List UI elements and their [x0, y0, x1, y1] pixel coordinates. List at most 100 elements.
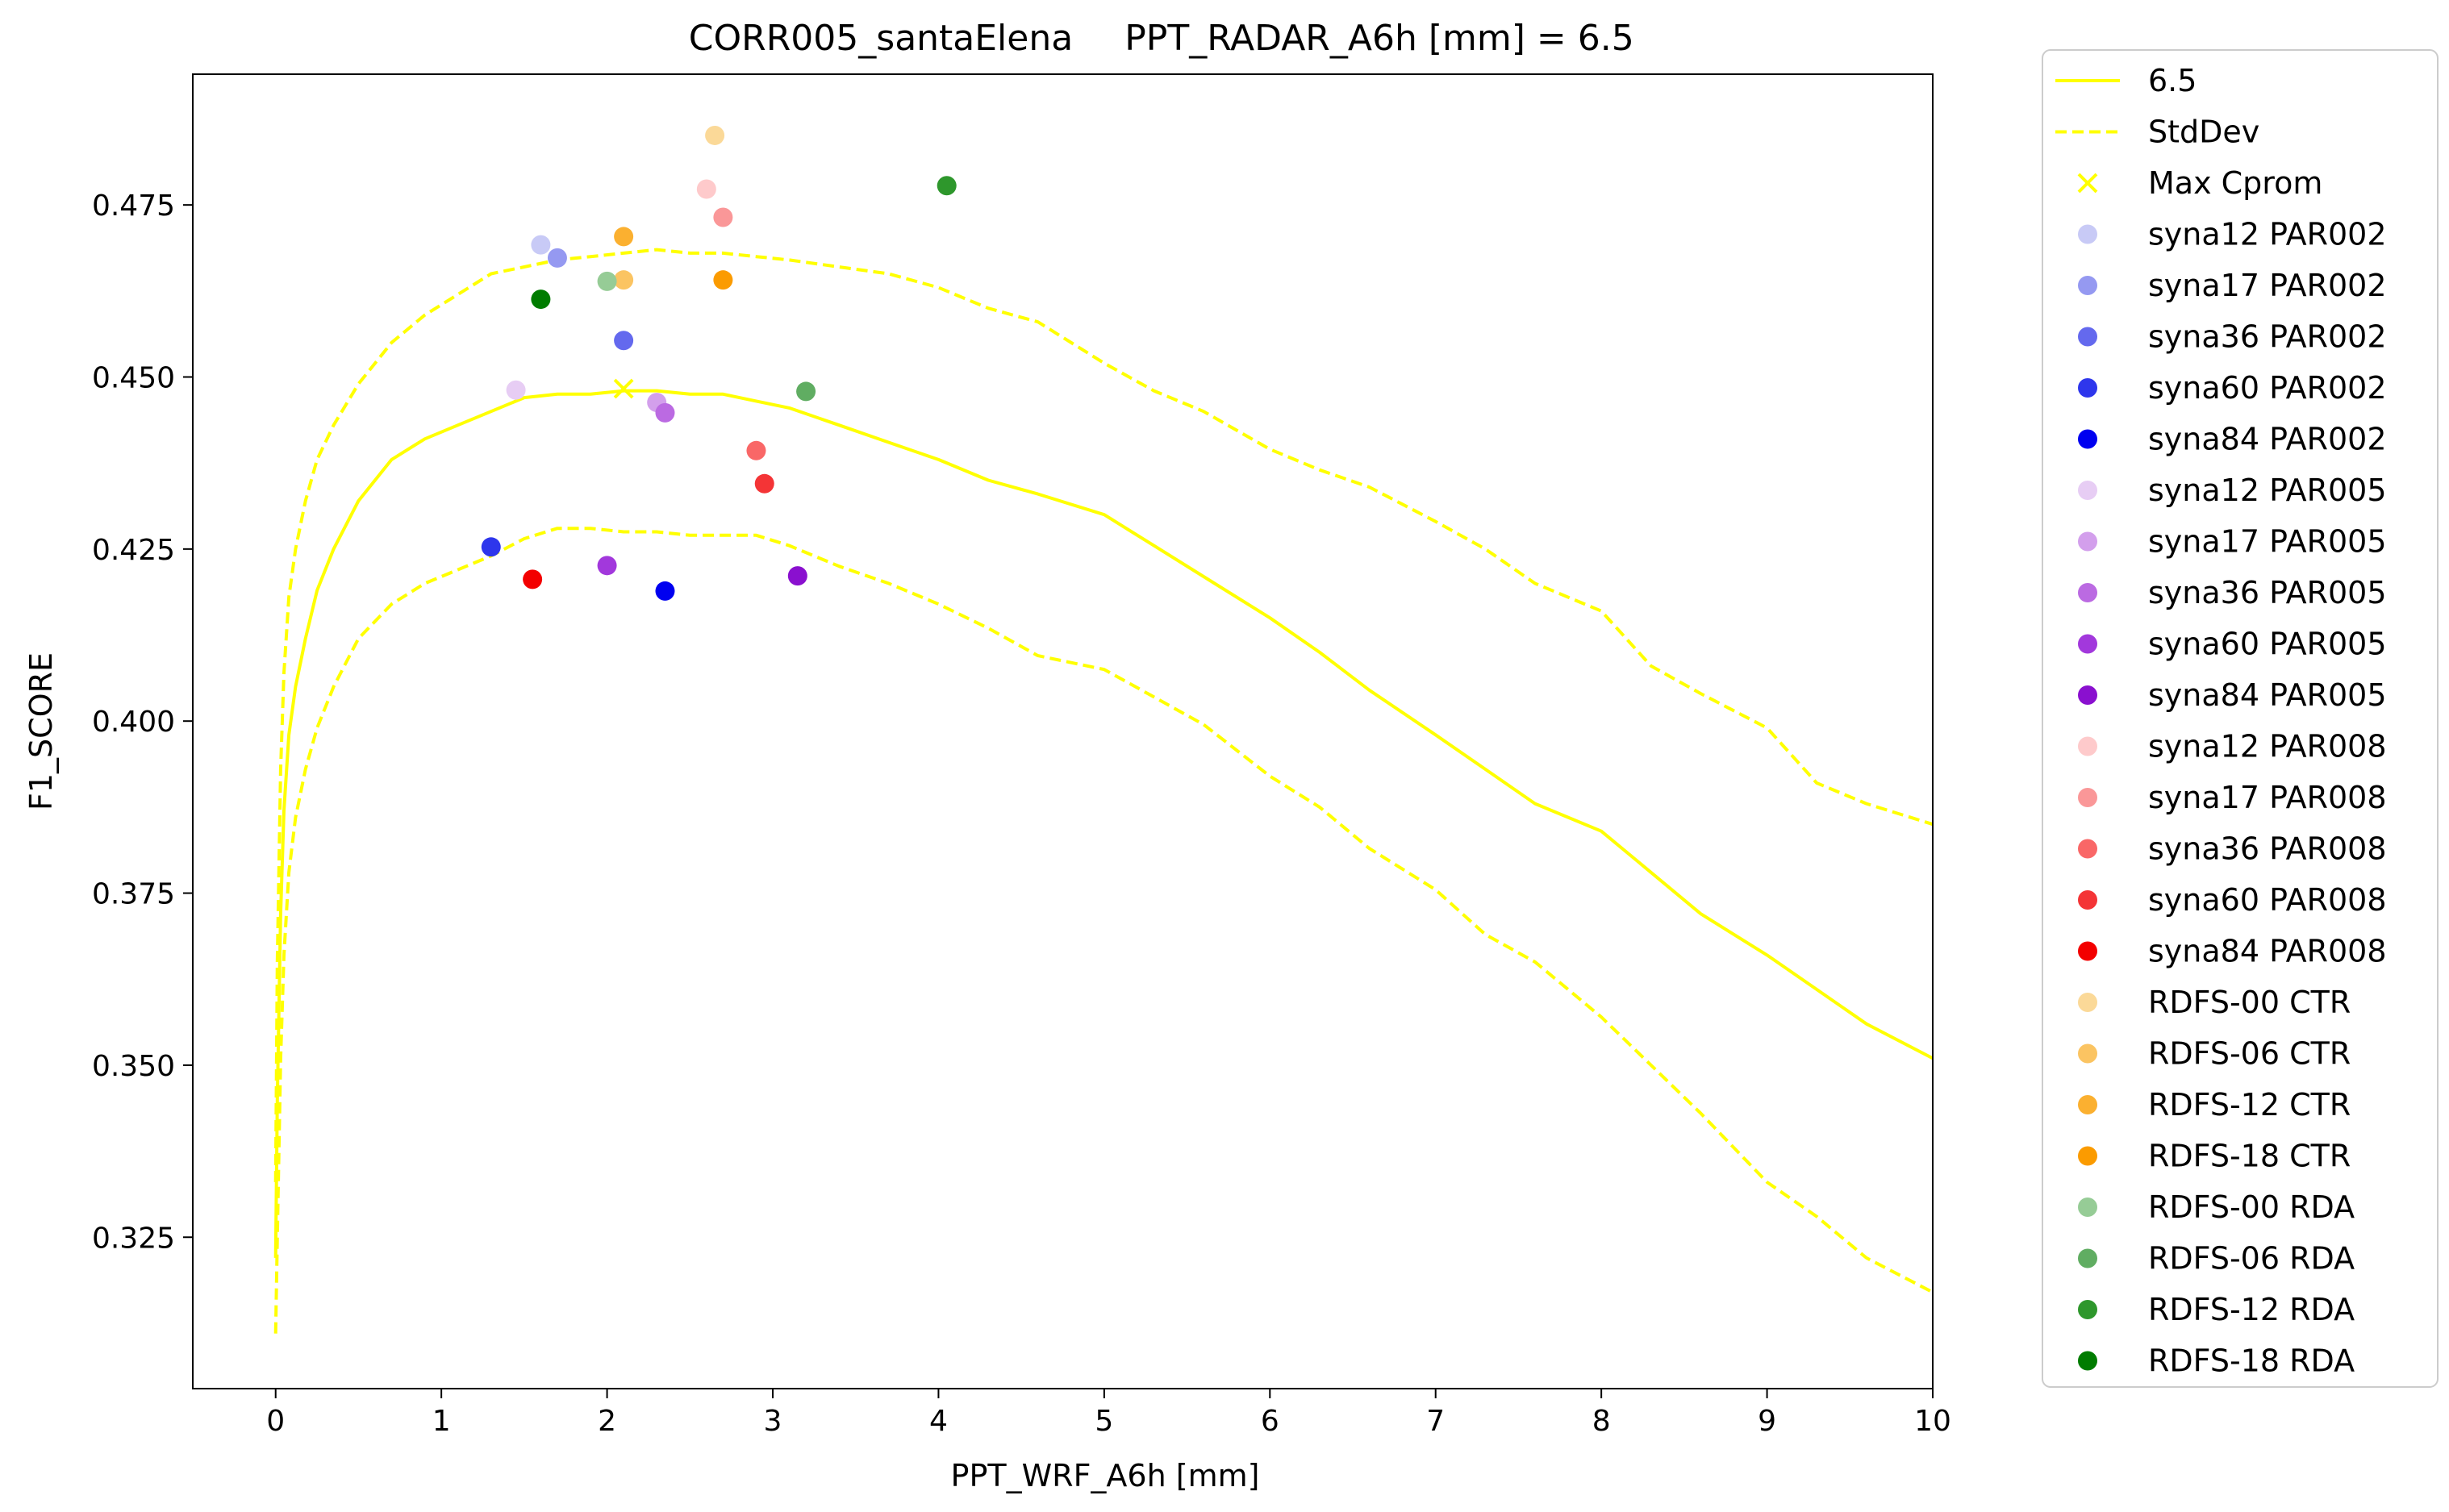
legend-swatch: [2078, 429, 2097, 449]
legend-entry: StdDev: [2055, 115, 2259, 150]
legend-label: RDFS-06 RDA: [2148, 1241, 2355, 1277]
legend-label: RDFS-12 RDA: [2148, 1292, 2355, 1327]
plot-area: [193, 74, 1933, 1389]
x-tick-label: 4: [929, 1405, 948, 1438]
legend-entry: syna36 PAR002: [2078, 319, 2387, 355]
legend-entry: Max Cprom: [2077, 165, 2322, 201]
chart-title-right: PPT_RADAR_A6h [mm] = 6.5: [1124, 18, 1633, 59]
data-point-8: [597, 556, 617, 576]
legend-label: syna17 PAR005: [2148, 524, 2387, 560]
legend-swatch: [2078, 481, 2097, 500]
legend-entry: syna36 PAR005: [2078, 575, 2387, 610]
legend-swatch: [2078, 839, 2097, 859]
y-tick-label: 0.325: [92, 1222, 175, 1255]
chart-title-left: CORR005_santaElena: [689, 18, 1073, 59]
series-line-2: [273, 527, 1934, 1334]
data-point-2: [614, 331, 634, 351]
x-tick-label: 9: [1758, 1405, 1776, 1438]
legend-entry: RDFS-00 CTR: [2078, 985, 2351, 1020]
x-tick-label: 3: [764, 1405, 782, 1438]
legend-entry: RDFS-18 CTR: [2078, 1139, 2351, 1174]
legend-label: syna60 PAR005: [2148, 627, 2387, 662]
data-point-14: [523, 569, 543, 589]
legend-swatch: [2078, 1351, 2097, 1371]
legend-frame: [2042, 49, 2439, 1388]
data-point-15: [705, 125, 725, 145]
data-point-21: [937, 176, 957, 196]
legend-swatch: [2078, 685, 2097, 705]
legend-label: RDFS-18 CTR: [2148, 1139, 2351, 1174]
x-tick-label: 2: [598, 1405, 616, 1438]
legend-entry: syna12 PAR002: [2078, 217, 2387, 252]
legend: 6.5 StdDev Max Cprom syna12 PAR002 syna17 PA…: [2042, 49, 2439, 1388]
legend-entry: RDFS-06 RDA: [2078, 1241, 2355, 1277]
y-axis-label: F1_SCORE: [23, 652, 59, 810]
legend-entry: syna84 PAR008: [2078, 934, 2387, 969]
legend-label: syna36 PAR005: [2148, 575, 2387, 610]
legend-entries: 6.5 StdDev Max Cprom syna12 PAR002 syna17 PA…: [2055, 63, 2387, 1379]
x-axis-label: PPT_WRF_A6h [mm]: [951, 1458, 1260, 1493]
data-point-20: [796, 381, 816, 402]
legend-label: RDFS-06 CTR: [2148, 1036, 2351, 1072]
data-point-16: [614, 270, 634, 290]
legend-swatch: [2078, 788, 2097, 807]
data-point-10: [696, 179, 716, 199]
series-line-1: [273, 248, 1934, 1183]
data-point-3: [481, 537, 501, 557]
legend-entry: RDFS-12 RDA: [2078, 1292, 2355, 1327]
max-cprom-marker: [613, 378, 634, 399]
legend-entry: syna17 PAR005: [2078, 524, 2387, 560]
plot-lines: [273, 248, 1934, 1334]
legend-entry: syna84 PAR002: [2078, 422, 2387, 457]
data-point-0: [531, 235, 551, 255]
data-point-19: [597, 271, 617, 291]
legend-entry: syna84 PAR005: [2078, 677, 2387, 713]
data-point-4: [655, 581, 675, 601]
legend-entry: syna60 PAR005: [2078, 627, 2387, 662]
y-tick-label: 0.425: [92, 534, 175, 567]
legend-swatch: [2078, 634, 2097, 654]
legend-swatch: [2078, 378, 2097, 398]
data-point-11: [713, 207, 733, 227]
legend-label: syna12 PAR008: [2148, 729, 2387, 764]
x-tick-label: 7: [1426, 1405, 1445, 1438]
x-tick-label: 10: [1914, 1405, 1951, 1438]
legend-entry: syna60 PAR008: [2078, 882, 2387, 918]
legend-entry: RDFS-12 CTR: [2078, 1087, 2351, 1123]
x-tick-label: 1: [432, 1405, 451, 1438]
legend-swatch: [2078, 1300, 2097, 1319]
legend-label: syna84 PAR008: [2148, 934, 2387, 969]
plot-points: [481, 125, 957, 601]
series-line-0: [273, 389, 1934, 1258]
legend-label: syna60 PAR008: [2148, 882, 2387, 918]
legend-swatch: [2078, 993, 2097, 1012]
legend-label: Max Cprom: [2148, 165, 2322, 201]
legend-swatch: [2078, 1198, 2097, 1217]
legend-entry: syna36 PAR008: [2078, 831, 2387, 867]
data-point-17: [614, 227, 634, 247]
legend-entry: RDFS-00 RDA: [2078, 1189, 2355, 1225]
legend-entry: syna12 PAR005: [2078, 473, 2387, 508]
x-axis: 0 1 2 3 4 5 6 7 8 9 10: [266, 1389, 1951, 1438]
data-point-9: [787, 566, 807, 586]
legend-swatch: [2078, 583, 2097, 602]
legend-label: syna12 PAR005: [2148, 473, 2387, 508]
data-point-1: [547, 248, 567, 268]
legend-swatch: [2078, 890, 2097, 910]
data-point-22: [531, 289, 551, 310]
legend-label: syna36 PAR008: [2148, 831, 2387, 867]
legend-swatch: [2078, 531, 2097, 552]
x-tick-label: 5: [1095, 1405, 1113, 1438]
y-axis: 0.325 0.350 0.375 0.400 0.425 0.450 0.475: [92, 190, 193, 1255]
legend-label: RDFS-00 RDA: [2148, 1189, 2355, 1225]
legend-entry: syna60 PAR002: [2078, 370, 2387, 406]
legend-entry: syna12 PAR008: [2078, 729, 2387, 764]
data-point-18: [713, 270, 733, 290]
legend-label: syna84 PAR002: [2148, 422, 2387, 457]
legend-label: RDFS-18 RDA: [2148, 1343, 2355, 1379]
legend-swatch: [2078, 1095, 2097, 1114]
legend-label: RDFS-12 CTR: [2148, 1087, 2351, 1123]
legend-swatch: [2078, 1146, 2097, 1166]
